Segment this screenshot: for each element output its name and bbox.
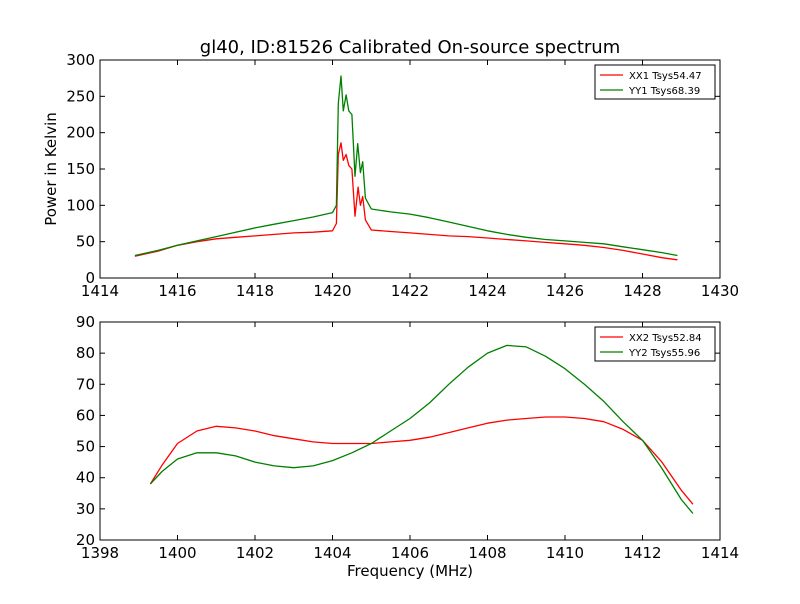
top-plot: 1414 1416 1418 1420 1422 1424 1426 1428 1430 0 50 1… (42, 51, 739, 300)
y-tick-label: 50 (76, 233, 95, 251)
y-tick-label: 200 (66, 124, 95, 142)
x-tick-label: 1402 (236, 544, 274, 562)
y-tick-label: 0 (85, 269, 95, 287)
x-tick-label: 1412 (623, 544, 661, 562)
x-tick-label: 1408 (468, 544, 506, 562)
y-axis-label: Power in Kelvin (42, 112, 60, 226)
legend-label-2: YY2 Tsys55.96 (628, 348, 700, 359)
series-line-1 (134, 142, 678, 261)
x-tick-label: 1418 (236, 282, 274, 300)
y-tick-label: 150 (66, 160, 95, 178)
x-tick-label: 1400 (158, 544, 196, 562)
x-tick-label: 1398 (81, 544, 119, 562)
y-tick-label: 100 (66, 196, 95, 214)
legend-box (594, 326, 716, 362)
x-tick-label: 1424 (468, 282, 506, 300)
x-tick-label: 1422 (391, 282, 429, 300)
y-tick-label: 90 (76, 313, 95, 331)
y-tick-label: 40 (76, 469, 95, 487)
x-tick-label: 1416 (158, 282, 196, 300)
x-tick-label: 1414 (701, 544, 739, 562)
x-tick-label: 1406 (391, 544, 429, 562)
x-axis-label: Frequency (MHz) (347, 562, 473, 580)
chart-title: gl40, ID:81526 Calibrated On-source spec… (200, 37, 620, 58)
legend-label-1: XX2 Tsys52.84 (629, 333, 702, 344)
y-tick-label: 60 (76, 406, 95, 424)
y-tick-label: 20 (76, 531, 95, 549)
bottom-plot: 1398 1400 1402 1404 1406 1408 1410 1412 1414 20 30… (76, 313, 739, 580)
legend: XX1 Tsys54.47 YY1 Tsys68.39 (594, 64, 716, 100)
legend-box (594, 64, 716, 100)
y-tick-label: 80 (76, 344, 95, 362)
series-line-2 (149, 344, 694, 514)
x-tick-label: 1414 (81, 282, 119, 300)
y-tick-label: 70 (76, 375, 95, 393)
x-tick-label: 1404 (313, 544, 351, 562)
x-tick-label: 1420 (313, 282, 351, 300)
series-line-2 (134, 75, 678, 257)
y-tick-label: 250 (66, 87, 95, 105)
x-tick-label: 1426 (546, 282, 584, 300)
x-tick-label: 1410 (546, 544, 584, 562)
legend-label-1: XX1 Tsys54.47 (629, 71, 702, 82)
x-tick-label: 1430 (701, 282, 739, 300)
y-tick-label: 30 (76, 500, 95, 518)
legend: XX2 Tsys52.84 YY2 Tsys55.96 (594, 326, 716, 362)
series-line-1 (149, 416, 694, 505)
legend-label-2: YY1 Tsys68.39 (628, 86, 700, 97)
x-tick-label: 1428 (623, 282, 661, 300)
y-tick-label: 300 (66, 51, 95, 69)
y-tick-label: 50 (76, 438, 95, 456)
